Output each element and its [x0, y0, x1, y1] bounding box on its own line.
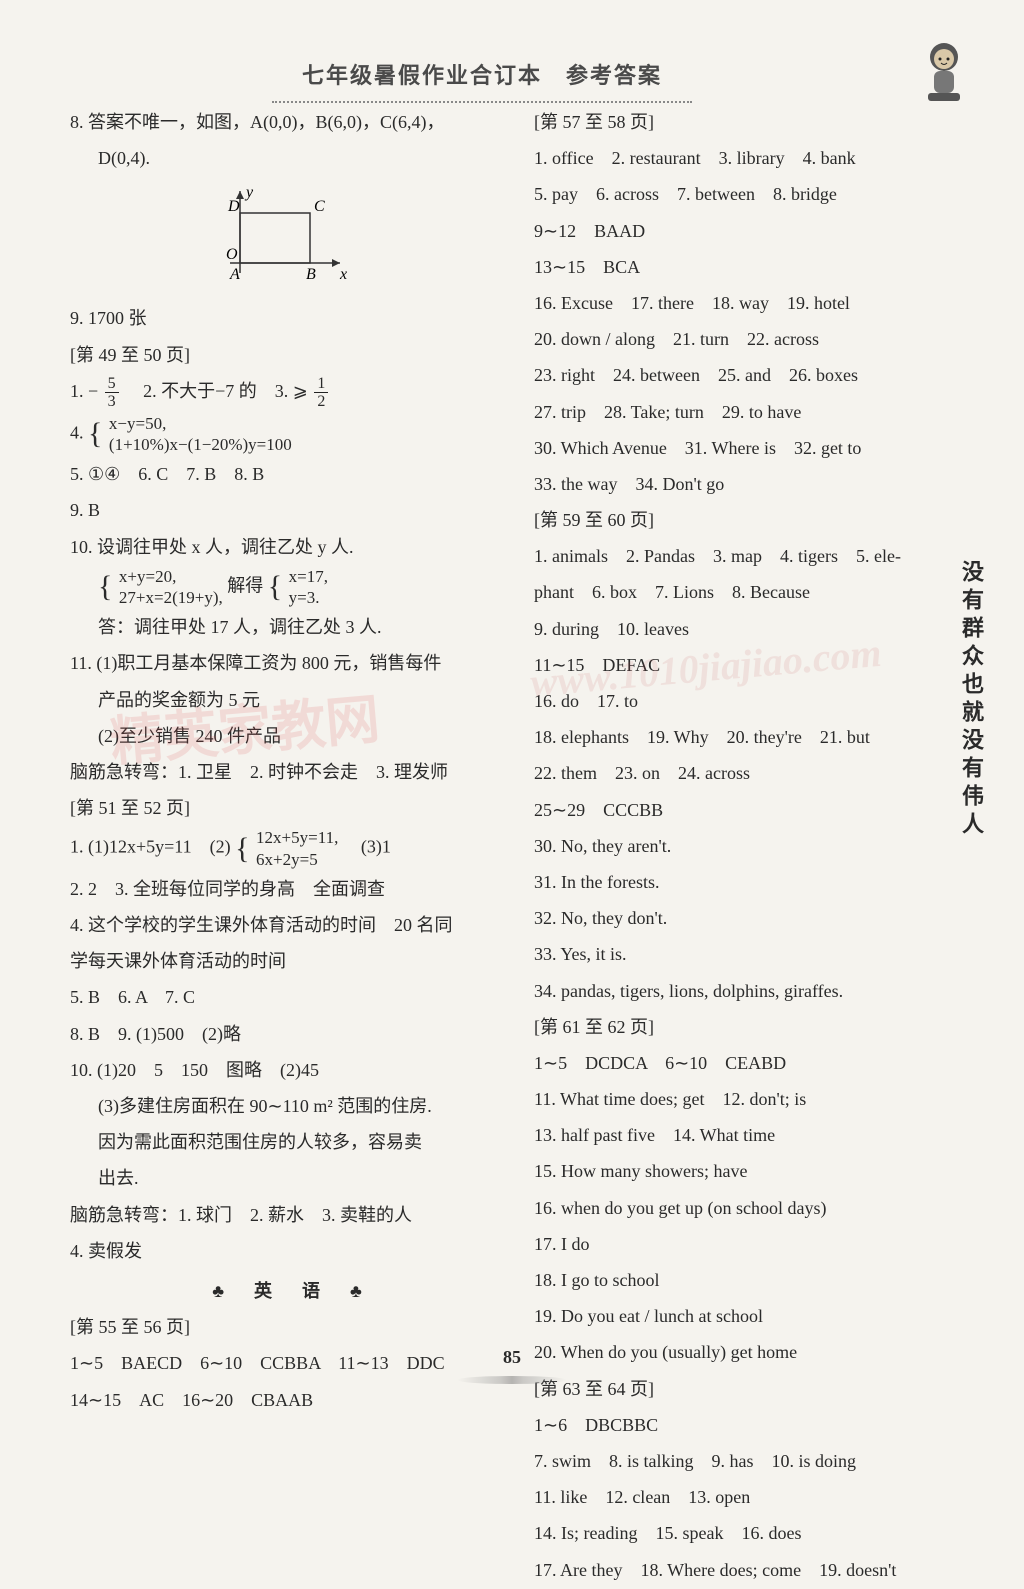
svg-text:x: x [339, 266, 347, 283]
brace-icon: { [235, 836, 249, 862]
answer-line: 11. (1)职工月基本保障工资为 800 元，销售每件 [70, 646, 510, 680]
answer-line: 19. Do you eat / lunch at school [534, 1299, 974, 1333]
answer-line: 17. Are they 18. Where does; come 19. do… [534, 1553, 974, 1587]
answer-line: 10. (1)20 5 150 图略 (2)45 [70, 1053, 510, 1087]
answer-line: 23. right 24. between 25. and 26. boxes [534, 358, 974, 392]
answer-line: 11. What time does; get 12. don't; is [534, 1082, 974, 1116]
answer-line: 11∼15 DEFAC [534, 648, 974, 682]
section-range: [第 57 至 58 页] [534, 105, 974, 139]
answer-line: 22. them 23. on 24. across [534, 756, 974, 790]
svg-text:B: B [306, 266, 316, 283]
section-range: [第 51 至 52 页] [70, 791, 510, 825]
answer-line: 5. B 6. A 7. C [70, 980, 510, 1014]
answer-line: 4. { x−y=50, (1+10%)x−(1−20%)y=100 [70, 413, 510, 456]
answer-line: 5. pay 6. across 7. between 8. bridge [534, 177, 974, 211]
answer-line: 学每天课外体育活动的时间 [70, 944, 510, 978]
equation-system: x−y=50, (1+10%)x−(1−20%)y=100 [109, 413, 292, 456]
fraction: 12 [314, 375, 328, 411]
answer-line: 1. animals 2. Pandas 3. map 4. tigers 5.… [534, 539, 974, 573]
answer-line: 32. No, they don't. [534, 901, 974, 935]
answer-line: 27. trip 28. Take; turn 29. to have [534, 395, 974, 429]
svg-text:D: D [227, 198, 240, 215]
answer-line: 1. office 2. restaurant 3. library 4. ba… [534, 141, 974, 175]
answer-line: 30. No, they aren't. [534, 829, 974, 863]
page-number: 85 [0, 1340, 1024, 1384]
answer-line: phant 6. box 7. Lions 8. Because [534, 575, 974, 609]
answer-line: 5. ①④ 6. C 7. B 8. B [70, 457, 510, 491]
answer-line: 因为需此面积范围住房的人较多，容易卖 [70, 1125, 510, 1159]
brace-icon: { [98, 574, 112, 600]
answer-line: 18. I go to school [534, 1263, 974, 1297]
answer-line: 14∼15 AC 16∼20 CBAAB [70, 1383, 510, 1417]
answer-line: 31. In the forests. [534, 865, 974, 899]
answer-line: 11. like 12. clean 13. open [534, 1480, 974, 1514]
answer-line: 10. 设调往甲处 x 人，调往乙处 y 人. [70, 530, 510, 564]
equation-system: x+y=20, 27+x=2(19+y), [119, 566, 223, 609]
answer-line: 16. Excuse 17. there 18. way 19. hotel [534, 286, 974, 320]
equation-system: x=17, y=3. [289, 566, 328, 609]
answer-line: 13∼15 BCA [534, 250, 974, 284]
svg-text:y: y [244, 184, 254, 201]
answer-line: 15. How many showers; have [534, 1154, 974, 1188]
text: 1. (1)12x+5y=11 (2) [70, 837, 231, 857]
answer-line: 产品的奖金额为 5 元 [70, 683, 510, 717]
svg-text:O: O [226, 246, 238, 263]
answer-line: 9. 1700 张 [70, 301, 510, 335]
answer-line: 出去. [70, 1161, 510, 1195]
answer-line: 14. Is; reading 15. speak 16. does [534, 1516, 974, 1550]
answer-line: 16. when do you get up (on school days) [534, 1191, 974, 1225]
brain-teaser: 4. 卖假发 [70, 1234, 510, 1268]
answer-line: 17. I do [534, 1227, 974, 1261]
answer-line: 答：调往甲处 17 人，调往乙处 3 人. [70, 610, 510, 644]
answer-line: 4. 这个学校的学生课外体育活动的时间 20 名同 [70, 908, 510, 942]
answer-line: 2. 2 3. 全班每位同学的身高 全面调查 [70, 872, 510, 906]
page-header: 七年级暑假作业合订本 参考答案 [0, 55, 964, 103]
answer-line: D(0,4). [70, 141, 510, 175]
answer-line: 9∼12 BAAD [534, 214, 974, 248]
coordinate-diagram: D C O A B x y [190, 183, 370, 293]
answer-line: 1. (1)12x+5y=11 (2) { 12x+5y=11, 6x+2y=5… [70, 827, 510, 870]
section-range: [第 59 至 60 页] [534, 503, 974, 537]
answer-line: { x+y=20, 27+x=2(19+y), 解得 { x=17, y=3. [70, 566, 510, 609]
answer-line: (3)多建住房面积在 90∼110 m² 范围的住房. [70, 1089, 510, 1123]
brain-teaser: 脑筋急转弯：1. 卫星 2. 时钟不会走 3. 理发师 [70, 755, 510, 789]
text: 2. 不大于−7 的 3. ⩾ [125, 381, 308, 401]
answer-line: 33. Yes, it is. [534, 937, 974, 971]
brace-icon: { [268, 574, 282, 600]
svg-text:C: C [314, 198, 325, 215]
answer-line: 25∼29 CCCBB [534, 793, 974, 827]
answer-line: 8. 答案不唯一，如图，A(0,0)，B(6,0)，C(6,4)， [70, 105, 510, 139]
answer-line: 9. B [70, 493, 510, 527]
section-range: [第 61 至 62 页] [534, 1010, 974, 1044]
equation-system: 12x+5y=11, 6x+2y=5 [256, 827, 338, 870]
answer-line: 13. half past five 14. What time [534, 1118, 974, 1152]
side-quote: 没有群众也就没有伟人 [950, 560, 992, 840]
text: 1. − [70, 381, 98, 401]
answer-line: 18. elephants 19. Why 20. they're 21. bu… [534, 720, 974, 754]
answer-line: 34. pandas, tigers, lions, dolphins, gir… [534, 974, 974, 1008]
subject-title-english: ♣ 英 语 ♣ [70, 1274, 510, 1308]
brain-teaser: 脑筋急转弯：1. 球门 2. 薪水 3. 卖鞋的人 [70, 1198, 510, 1232]
answer-line: 9. during 10. leaves [534, 612, 974, 646]
mascot-icon [914, 35, 974, 105]
answer-line: (2)至少销售 240 件产品 [70, 719, 510, 753]
answer-line: 7. swim 8. is talking 9. has 10. is doin… [534, 1444, 974, 1478]
brace-icon: { [88, 421, 102, 447]
answer-line: 1∼6 DBCBBC [534, 1408, 974, 1442]
section-range: [第 49 至 50 页] [70, 338, 510, 372]
answer-line: 8. B 9. (1)500 (2)略 [70, 1017, 510, 1051]
answer-line: 20. down / along 21. turn 22. across [534, 322, 974, 356]
answer-line: 1∼5 DCDCA 6∼10 CEABD [534, 1046, 974, 1080]
text: 4. [70, 422, 88, 442]
answer-line: 16. do 17. to [534, 684, 974, 718]
answer-line: 30. Which Avenue 31. Where is 32. get to [534, 431, 974, 465]
svg-text:A: A [229, 266, 240, 283]
text: (3)1 [343, 837, 391, 857]
fraction: 53 [105, 375, 119, 411]
text: 解得 [227, 575, 263, 595]
answer-line: 1. − 53 2. 不大于−7 的 3. ⩾ 12 [70, 374, 510, 411]
answer-line: 33. the way 34. Don't go [534, 467, 974, 501]
